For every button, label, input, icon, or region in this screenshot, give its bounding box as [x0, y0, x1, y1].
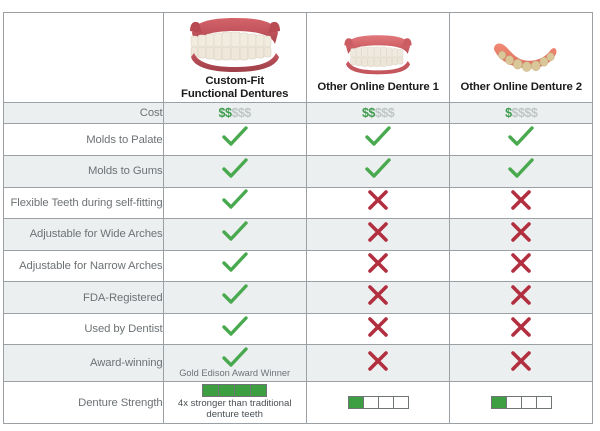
table-row-adjustable-wide-arches: Adjustable for Wide Arches — [3, 218, 593, 251]
check-icon — [221, 189, 248, 211]
table-row-adjustable-narrow-arches: Adjustable for Narrow Arches — [3, 249, 593, 283]
cross-icon — [367, 350, 389, 372]
cell-strength-other-2 — [449, 381, 593, 424]
row-label-adjustable-narrow-arches: Adjustable for Narrow Arches — [3, 249, 164, 283]
cell-dentist-other-1 — [305, 312, 451, 346]
cell-molds-to-palate-custom-fit — [162, 123, 307, 156]
strength-note: 4x stronger than traditional denture tee… — [177, 398, 292, 420]
cell-dentist-custom-fit — [162, 312, 307, 346]
header-label-custom-fit-line1: Custom-Fit — [205, 75, 264, 87]
header-label-other-denture-1: Other Online Denture 1 — [317, 81, 439, 94]
header-empty-cell — [3, 12, 164, 103]
check-icon — [221, 347, 248, 369]
table-row-molds-to-gums: Molds to Gums — [3, 154, 593, 188]
row-label-fda-registered: FDA-Registered — [3, 281, 164, 314]
table-row-used-by-dentist: Used by Dentist — [3, 312, 593, 346]
check-icon — [221, 284, 248, 306]
full-denture-set-icon — [164, 15, 306, 73]
cell-cost-other-1: $$$$$ — [305, 101, 451, 125]
cell-strength-custom-fit: 4x stronger than traditional denture tee… — [162, 381, 307, 424]
header-column-other-denture-1: Other Online Denture 1 — [305, 12, 451, 103]
table-row-fda-registered: FDA-Registered — [3, 281, 593, 314]
header-column-custom-fit: Custom-Fit Functional Dentures — [162, 12, 307, 103]
cell-molds-to-palate-other-1 — [305, 123, 451, 156]
cross-icon — [510, 189, 532, 211]
row-label-molds-to-gums: Molds to Gums — [3, 154, 164, 188]
check-icon — [221, 252, 248, 274]
cell-cost-custom-fit: $$$$$ — [162, 101, 307, 125]
cell-molds-to-palate-other-2 — [449, 123, 593, 156]
cross-icon — [510, 316, 532, 338]
cross-icon — [367, 284, 389, 306]
check-icon — [365, 126, 391, 148]
cross-icon — [510, 350, 532, 372]
cell-molds-to-gums-custom-fit — [162, 154, 307, 188]
check-icon — [221, 221, 248, 243]
cell-fda-other-2 — [449, 281, 593, 314]
row-label-award-winning: Award-winning — [3, 344, 164, 382]
cell-cost-other-2: $$$$$ — [449, 101, 593, 125]
table-body: Cost $$$$$ $$$$$ $$$$$ Molds to Palate — [3, 101, 593, 424]
cell-award-other-2 — [449, 344, 593, 382]
cross-icon — [367, 189, 389, 211]
cross-icon — [510, 252, 532, 274]
cell-flexible-teeth-other-2 — [449, 186, 593, 220]
cell-wide-arches-other-2 — [449, 218, 593, 251]
strength-meter-other-1 — [347, 396, 409, 409]
check-icon — [508, 126, 534, 148]
full-denture-set-icon — [307, 21, 450, 79]
cell-award-custom-fit: Gold Edison Award Winner — [162, 344, 307, 382]
row-label-denture-strength: Denture Strength — [3, 381, 164, 424]
cell-narrow-arches-other-1 — [305, 249, 451, 283]
cross-icon — [367, 316, 389, 338]
cell-flexible-teeth-other-1 — [305, 186, 451, 220]
header-label-custom-fit-line2: Functional Dentures — [181, 87, 289, 100]
cross-icon — [367, 221, 389, 243]
row-label-used-by-dentist: Used by Dentist — [3, 312, 164, 346]
table-row-award-winning: Award-winning Gold Edison Award Winner — [3, 344, 593, 382]
check-icon — [221, 315, 248, 338]
cross-icon — [510, 221, 532, 243]
cell-wide-arches-other-1 — [305, 218, 451, 251]
denture-comparison-table: Custom-Fit Functional Dentures — [3, 12, 593, 424]
header-label-other-denture-2: Other Online Denture 2 — [460, 81, 583, 94]
cell-dentist-other-2 — [449, 312, 593, 346]
cell-fda-other-1 — [305, 281, 451, 314]
cell-flexible-teeth-custom-fit — [162, 186, 307, 220]
cell-strength-other-1 — [305, 381, 451, 424]
table-header-row: Custom-Fit Functional Dentures — [3, 12, 593, 103]
check-icon — [221, 158, 248, 180]
row-label-adjustable-wide-arches: Adjustable for Wide Arches — [3, 218, 164, 251]
table-row-flexible-teeth: Flexible Teeth during self-fitting — [3, 186, 593, 220]
table-row-molds-to-palate: Molds to Palate — [3, 123, 593, 156]
row-label-flexible-teeth: Flexible Teeth during self-fitting — [3, 186, 164, 220]
check-icon — [221, 126, 248, 148]
row-label-molds-to-palate: Molds to Palate — [3, 123, 164, 156]
cell-narrow-arches-custom-fit — [162, 249, 307, 283]
check-icon — [508, 158, 534, 180]
cell-molds-to-gums-other-2 — [449, 154, 593, 188]
table-row-denture-strength: Denture Strength 4x stronger than tradit… — [3, 381, 593, 424]
row-label-cost: Cost — [3, 101, 164, 125]
cell-narrow-arches-other-2 — [449, 249, 593, 283]
cell-wide-arches-custom-fit — [162, 218, 307, 251]
header-column-other-denture-2: Other Online Denture 2 — [449, 12, 593, 103]
award-note: Gold Edison Award Winner — [179, 368, 291, 379]
table-row-cost: Cost $$$$$ $$$$$ $$$$$ — [3, 101, 593, 125]
check-icon — [365, 158, 391, 180]
cell-fda-custom-fit — [162, 281, 307, 314]
strength-meter-other-2 — [490, 396, 552, 409]
lower-denture-arch-icon — [450, 21, 592, 79]
strength-meter-custom-fit — [202, 384, 268, 398]
cross-icon — [510, 284, 532, 306]
cell-molds-to-gums-other-1 — [305, 154, 451, 188]
cell-award-other-1 — [305, 344, 451, 382]
cross-icon — [367, 252, 389, 274]
